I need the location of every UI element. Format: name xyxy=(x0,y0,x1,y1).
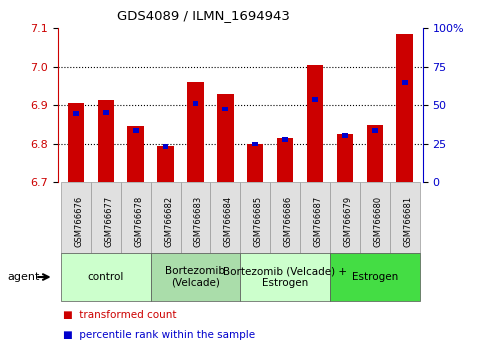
Text: GSM766685: GSM766685 xyxy=(254,196,263,247)
Text: control: control xyxy=(87,272,124,282)
Bar xyxy=(330,182,360,253)
Bar xyxy=(270,182,300,253)
Bar xyxy=(247,144,263,182)
Bar xyxy=(151,182,181,253)
Text: GSM766680: GSM766680 xyxy=(373,196,382,247)
Bar xyxy=(157,146,174,182)
Bar xyxy=(337,134,353,182)
Bar xyxy=(390,182,420,253)
Bar xyxy=(397,34,413,182)
Text: Bortezomib (Velcade) +
Estrogen: Bortezomib (Velcade) + Estrogen xyxy=(223,266,347,288)
Bar xyxy=(372,128,378,133)
Text: GSM766684: GSM766684 xyxy=(224,196,233,247)
Text: GSM766687: GSM766687 xyxy=(313,196,323,247)
Bar xyxy=(151,253,241,301)
Bar xyxy=(252,142,258,146)
Bar xyxy=(241,182,270,253)
Bar xyxy=(121,182,151,253)
Bar xyxy=(402,80,408,85)
Bar xyxy=(307,65,323,182)
Bar xyxy=(282,137,288,142)
Text: GSM766677: GSM766677 xyxy=(104,196,114,247)
Bar xyxy=(181,182,211,253)
Text: GSM766683: GSM766683 xyxy=(194,196,203,247)
Bar xyxy=(330,253,420,301)
Bar xyxy=(277,138,293,182)
Bar xyxy=(241,253,330,301)
Bar xyxy=(68,103,84,182)
Bar xyxy=(133,128,139,133)
Bar xyxy=(61,253,151,301)
Text: GSM766686: GSM766686 xyxy=(284,196,293,247)
Text: Bortezomib
(Velcade): Bortezomib (Velcade) xyxy=(166,266,226,288)
Bar xyxy=(360,182,390,253)
Bar xyxy=(91,182,121,253)
Bar xyxy=(217,94,234,182)
Bar xyxy=(163,144,169,149)
Bar xyxy=(73,112,79,116)
Text: ■  percentile rank within the sample: ■ percentile rank within the sample xyxy=(63,330,255,340)
Bar xyxy=(98,99,114,182)
Bar xyxy=(61,182,91,253)
Bar xyxy=(223,107,228,112)
Text: GDS4089 / ILMN_1694943: GDS4089 / ILMN_1694943 xyxy=(117,9,290,22)
Bar xyxy=(211,182,241,253)
Bar xyxy=(300,182,330,253)
Bar xyxy=(312,97,318,102)
Bar xyxy=(193,101,199,106)
Bar xyxy=(367,125,383,182)
Text: GSM766678: GSM766678 xyxy=(134,196,143,247)
Text: ■  transformed count: ■ transformed count xyxy=(63,310,176,320)
Text: GSM766681: GSM766681 xyxy=(403,196,412,247)
Text: GSM766682: GSM766682 xyxy=(164,196,173,247)
Text: GSM766679: GSM766679 xyxy=(343,196,353,247)
Text: agent: agent xyxy=(7,272,40,282)
Text: Estrogen: Estrogen xyxy=(352,272,398,282)
Text: GSM766676: GSM766676 xyxy=(74,196,84,247)
Bar xyxy=(103,110,109,115)
Bar xyxy=(187,82,204,182)
Bar xyxy=(342,133,348,138)
Bar xyxy=(128,126,144,182)
